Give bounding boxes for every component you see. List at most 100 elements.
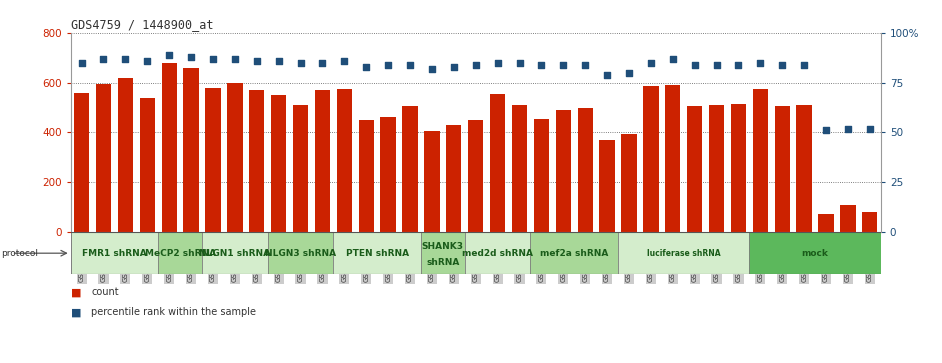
Bar (161, 62, 177, 232)
Bar (139, 98, 154, 232)
Bar (381, 117, 396, 232)
Bar (750, 232, 881, 274)
Point (139, 58, 154, 64)
Text: protocol: protocol (1, 249, 38, 258)
Point (184, 54, 199, 60)
Bar (202, 232, 268, 274)
Point (381, 62, 396, 68)
Text: NLGN1 shRNA: NLGN1 shRNA (200, 249, 270, 258)
Point (490, 60, 505, 65)
Text: MeCP2 shRNA: MeCP2 shRNA (144, 249, 216, 258)
Bar (556, 110, 571, 232)
Point (665, 56, 680, 61)
Point (250, 58, 265, 64)
Point (753, 60, 768, 65)
Bar (249, 90, 265, 232)
Bar (118, 78, 133, 232)
Point (687, 62, 702, 68)
Point (468, 62, 483, 68)
Bar (424, 131, 440, 232)
Point (74, 60, 89, 65)
Bar (709, 105, 724, 232)
Text: count: count (91, 287, 119, 297)
Bar (333, 232, 421, 274)
Point (447, 64, 462, 70)
Bar (158, 232, 202, 274)
Bar (73, 93, 89, 232)
Text: SHANK3: SHANK3 (422, 242, 463, 252)
Bar (315, 90, 330, 232)
Point (162, 52, 177, 58)
Bar (819, 213, 834, 232)
Point (205, 56, 220, 61)
Bar (797, 105, 812, 232)
Bar (534, 119, 549, 232)
Point (556, 62, 571, 68)
Point (534, 62, 549, 68)
Text: percentile rank within the sample: percentile rank within the sample (91, 307, 256, 317)
Bar (402, 106, 417, 232)
Text: NLGN3 shRNA: NLGN3 shRNA (265, 249, 336, 258)
Bar (336, 89, 352, 232)
Text: ■: ■ (71, 287, 81, 297)
Point (840, 126, 855, 131)
Point (118, 56, 133, 61)
Bar (530, 232, 618, 274)
Text: luciferase shRNA: luciferase shRNA (647, 249, 721, 258)
Bar (71, 232, 158, 274)
Bar (643, 86, 658, 232)
Bar (96, 84, 111, 232)
Text: mock: mock (802, 249, 829, 258)
Point (577, 62, 593, 68)
Bar (512, 105, 528, 232)
Point (862, 126, 877, 131)
Text: PTEN shRNA: PTEN shRNA (346, 249, 409, 258)
Point (599, 72, 614, 77)
Bar (599, 140, 615, 232)
Bar (618, 232, 750, 274)
Text: shRNA: shRNA (426, 258, 460, 267)
Point (293, 60, 308, 65)
Bar (271, 95, 286, 232)
Point (797, 62, 812, 68)
Point (512, 60, 527, 65)
Bar (840, 205, 855, 232)
Text: GDS4759 / 1448900_at: GDS4759 / 1448900_at (71, 19, 213, 32)
Point (96, 56, 111, 61)
Point (337, 58, 352, 64)
Point (709, 62, 724, 68)
Point (643, 60, 658, 65)
Bar (665, 85, 680, 232)
Bar (421, 232, 464, 274)
Point (227, 56, 242, 61)
Point (359, 64, 374, 70)
Point (315, 60, 330, 65)
Bar (490, 94, 505, 232)
Bar (447, 125, 462, 232)
Bar (293, 105, 308, 232)
Bar (268, 232, 333, 274)
Bar (622, 134, 637, 232)
Bar (227, 82, 242, 232)
Bar (468, 120, 483, 232)
Point (731, 62, 746, 68)
Point (622, 70, 637, 76)
Point (402, 62, 417, 68)
Bar (577, 108, 593, 232)
Bar (774, 106, 790, 232)
Point (819, 128, 834, 134)
Bar (731, 104, 746, 232)
Point (271, 58, 286, 64)
Text: ■: ■ (71, 307, 81, 317)
Text: mef2a shRNA: mef2a shRNA (540, 249, 609, 258)
Bar (205, 88, 220, 232)
Bar (184, 68, 199, 232)
Bar (464, 232, 530, 274)
Bar (687, 106, 703, 232)
Text: FMR1 shRNA: FMR1 shRNA (82, 249, 147, 258)
Text: med2d shRNA: med2d shRNA (463, 249, 533, 258)
Bar (753, 89, 768, 232)
Point (425, 66, 440, 72)
Point (774, 62, 789, 68)
Bar (862, 212, 878, 232)
